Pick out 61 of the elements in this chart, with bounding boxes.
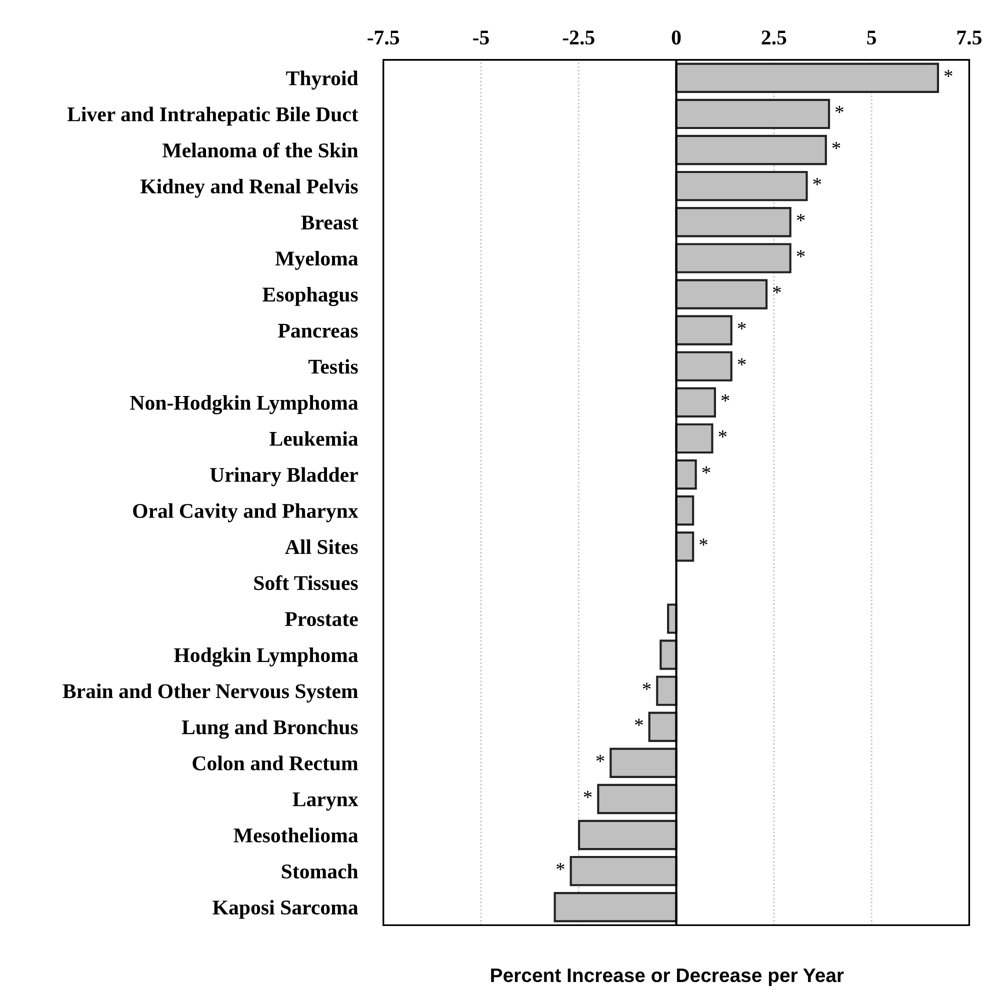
bar — [675, 351, 732, 382]
y-tick-label: Brain and Other Nervous System — [62, 684, 358, 703]
x-tick-label: -5 — [473, 30, 489, 45]
data-label: * — [773, 286, 781, 294]
y-tick-label: Kaposi Sarcoma — [212, 900, 358, 919]
data-label: * — [832, 142, 840, 150]
bar — [597, 784, 678, 814]
x-tick-label: 5 — [867, 30, 876, 45]
y-tick-label: Mesothelioma — [234, 828, 358, 842]
data-label: * — [738, 358, 746, 366]
data-label: * — [836, 106, 844, 114]
x-tick-label: 2.5 — [762, 30, 786, 45]
data-label: * — [584, 790, 592, 798]
bar — [675, 279, 768, 310]
y-tick-label: Thyroid — [286, 70, 358, 90]
data-label: * — [944, 70, 952, 77]
x-tick-label: -7.5 — [368, 30, 400, 45]
y-tick-label: Pancreas — [278, 324, 358, 338]
bar — [648, 712, 678, 742]
data-label: * — [596, 754, 604, 762]
data-label: * — [721, 394, 730, 402]
bar — [675, 459, 697, 490]
data-label: * — [702, 466, 710, 474]
y-tick-label: Myeloma — [275, 250, 358, 270]
data-label: * — [700, 538, 708, 546]
x-tick-label: 0 — [672, 30, 681, 45]
data-label: * — [635, 718, 643, 726]
data-label: * — [796, 214, 805, 222]
y-tick-label: Prostate — [285, 612, 358, 626]
y-tick-label: Breast — [301, 216, 358, 230]
y-tick-label: Larynx — [292, 792, 358, 811]
y-tick-label: Esophagus — [262, 286, 358, 306]
y-tick-label: Leukemia — [270, 431, 358, 446]
y-tick-label: Testis — [308, 359, 358, 374]
x-tick-label: 7.5 — [957, 30, 982, 45]
bar — [610, 748, 678, 778]
data-label: * — [796, 250, 805, 258]
y-tick-label: Oral Cavity and Pharynx — [133, 503, 358, 522]
y-tick-label: Melanoma of the Skin — [162, 142, 358, 158]
y-tick-label: Non-Hodgkin Lymphoma — [130, 395, 358, 414]
bar — [675, 243, 792, 274]
y-tick-label: Colon and Rectum — [192, 756, 358, 770]
y-tick-label: Liver and Intrahepatic Bile Duct — [67, 106, 358, 126]
bar — [656, 676, 678, 706]
y-tick-label: Kidney and Renal Pelvis — [140, 178, 358, 198]
bar — [675, 423, 714, 454]
x-tick-label: -2.5 — [562, 30, 594, 45]
y-tick-label: Soft Tissues — [254, 575, 358, 590]
y-tick-label: Lung and Bronchus — [182, 720, 358, 739]
data-label: * — [738, 322, 746, 330]
y-tick-label: All Sites — [285, 539, 358, 554]
data-label: * — [556, 863, 564, 870]
x-axis-title: Percent Increase or Decrease per Year — [491, 968, 844, 986]
data-label: * — [813, 178, 822, 186]
data-label: * — [718, 430, 727, 438]
y-tick-label: Urinary Bladder — [210, 467, 358, 486]
y-tick-label: Hodgkin Lymphoma — [174, 648, 358, 667]
bar — [675, 387, 716, 418]
y-tick-label: Stomach — [282, 864, 358, 878]
data-label: * — [642, 682, 651, 690]
bar — [675, 315, 732, 346]
